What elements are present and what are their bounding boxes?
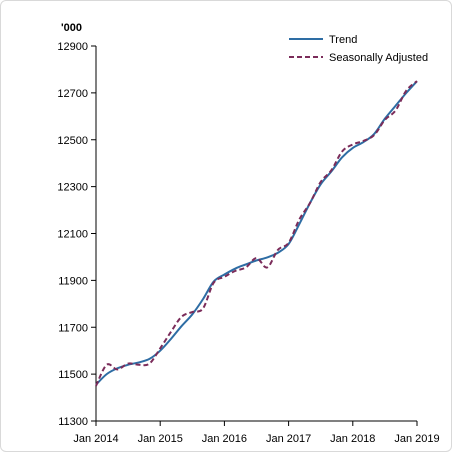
y-tick-label: 12100 (57, 229, 88, 241)
y-tick-label: 12300 (57, 182, 88, 194)
x-tick-label: Jan 2018 (330, 433, 375, 445)
y-tick-label: 12900 (57, 41, 88, 53)
y-tick-label: 11700 (58, 322, 88, 334)
series-layer (95, 80, 418, 387)
x-tick-label: Jan 2015 (138, 433, 183, 445)
y-tick-label: 12700 (57, 88, 88, 100)
y-tick-label: 11300 (58, 416, 88, 428)
legend-label: Trend (329, 34, 357, 46)
x-axis: Jan 2014 Jan 2015 Jan 2016 Jan 2017 Jan 2018… (73, 420, 440, 445)
legend-label: Seasonally Adjusted (329, 52, 428, 64)
x-tick-label: Jan 2014 (73, 433, 118, 445)
y-tick-label: 11900 (58, 275, 88, 287)
x-tick-label: Jan 2017 (266, 433, 311, 445)
x-tick-label: Jan 2019 (394, 433, 439, 445)
y-tick-label: 11500 (58, 369, 88, 381)
y-axis: 11300 11500 11700 11900 12100 12300 12500 12700… (57, 41, 97, 428)
legend: Trend Seasonally Adjusted (289, 34, 428, 64)
series-line-trend (95, 80, 418, 386)
y-unit-label: '000 (61, 22, 82, 34)
series-line-seasonally-adjusted (95, 80, 418, 387)
x-tick-label: Jan 2016 (202, 433, 247, 445)
y-tick-label: 12500 (57, 135, 88, 147)
